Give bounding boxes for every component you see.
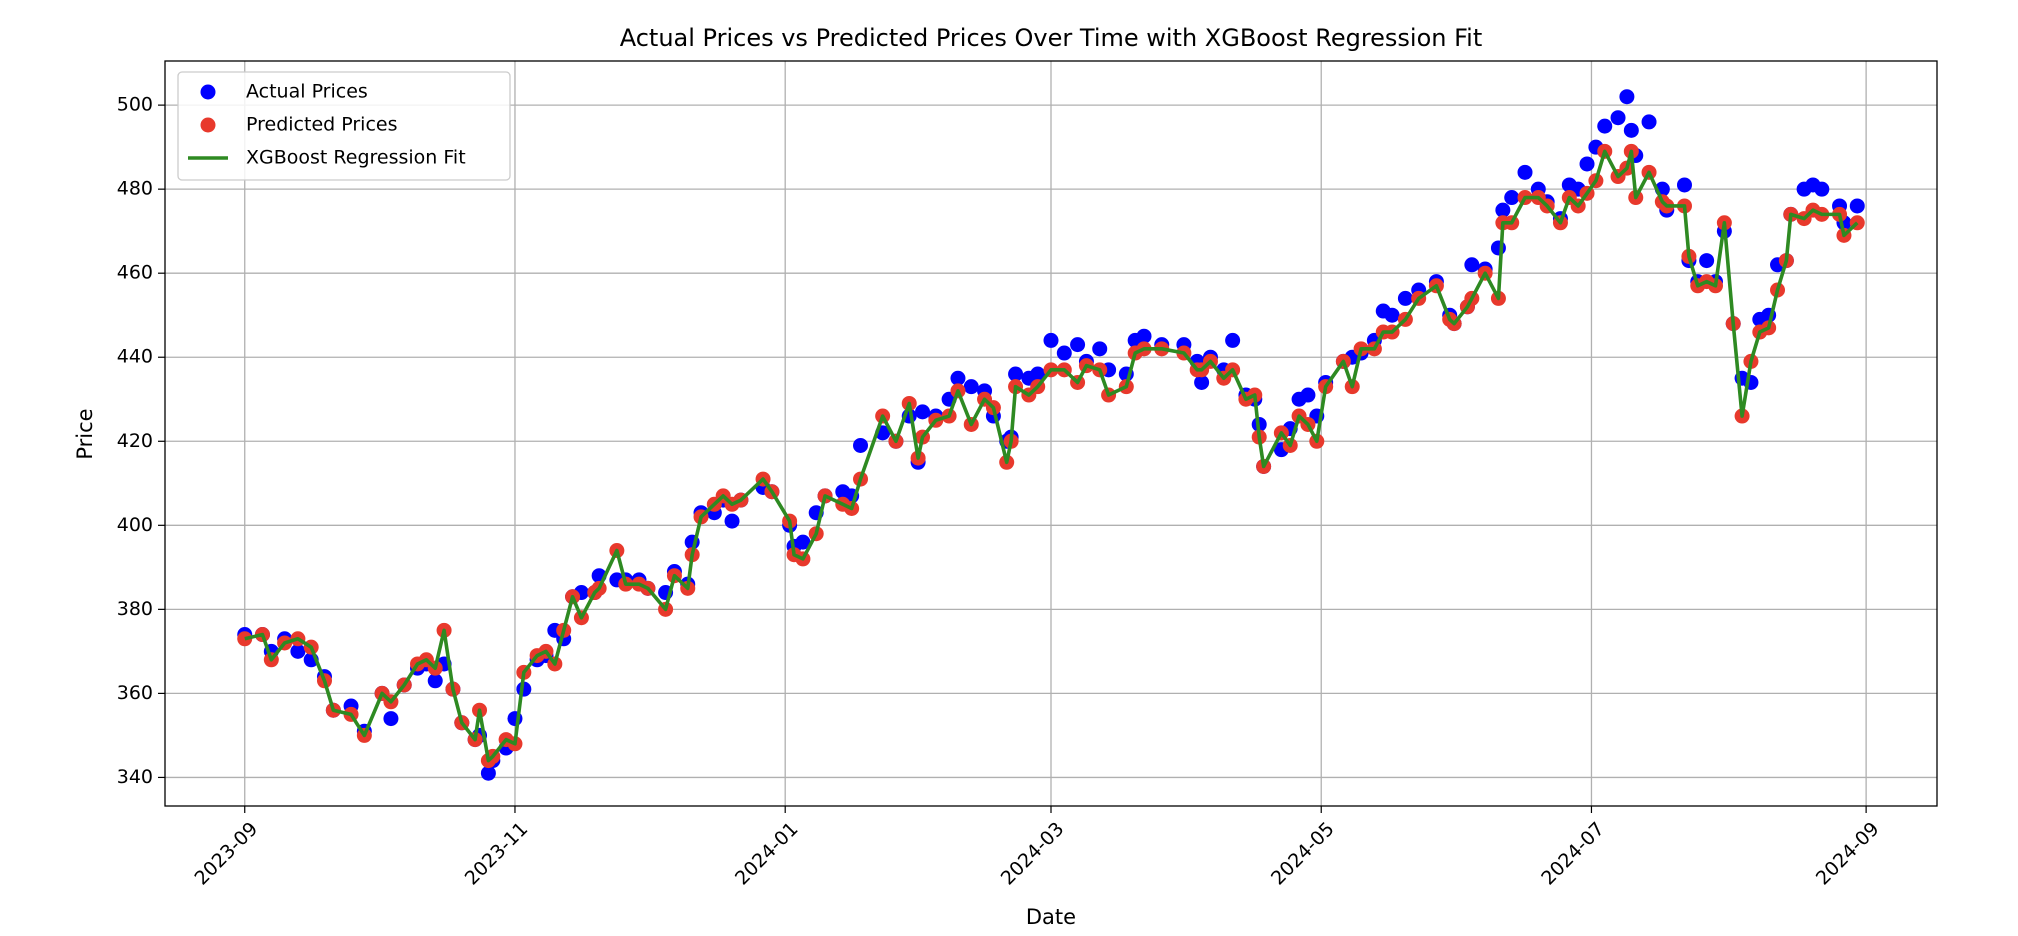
legend-box: [177, 71, 511, 181]
y-tick-label: 500: [117, 94, 153, 116]
y-tick-label: 340: [117, 766, 153, 788]
data-point: [1070, 337, 1086, 353]
data-point: [1849, 198, 1865, 214]
data-point: [950, 370, 966, 386]
data-point: [915, 404, 931, 420]
y-tick-label: 400: [117, 514, 153, 536]
data-point: [1579, 156, 1595, 172]
data-point: [1495, 202, 1511, 218]
fit-line: [244, 149, 1859, 763]
data-point: [1136, 328, 1152, 344]
data-point: [383, 711, 399, 727]
data-point: [1623, 122, 1639, 138]
data-point: [480, 765, 496, 781]
data-point: [1092, 341, 1108, 357]
legend-swatch: [200, 84, 216, 100]
legend-label: XGBoost Regression Fit: [246, 147, 466, 169]
data-point: [724, 513, 740, 529]
plot-frame: [164, 60, 1938, 807]
data-point: [1814, 181, 1830, 197]
data-point: [1300, 387, 1316, 403]
data-point: [427, 673, 443, 689]
legend-swatch: [200, 117, 216, 133]
data-point: [290, 643, 306, 659]
data-point: [1597, 118, 1613, 134]
y-tick-label: 460: [117, 262, 153, 284]
data-point: [963, 379, 979, 395]
data-point: [1225, 332, 1241, 348]
data-point: [1610, 110, 1626, 126]
data-point: [1056, 345, 1072, 361]
data-point: [1517, 164, 1533, 180]
data-point: [795, 534, 811, 550]
y-tick-label: 480: [117, 178, 153, 200]
data-point: [853, 437, 869, 453]
data-point: [1464, 257, 1480, 273]
data-point: [1030, 366, 1046, 382]
y-axis-label: Price: [73, 408, 97, 459]
data-point: [1490, 240, 1506, 256]
data-point: [1504, 190, 1520, 206]
data-point: [1641, 114, 1657, 130]
data-point: [1676, 177, 1692, 193]
data-point: [1043, 332, 1059, 348]
y-tick-label: 360: [117, 682, 153, 704]
data-point: [1008, 366, 1024, 382]
legend: Actual Prices Predicted Prices XGBoost Reg…: [177, 71, 511, 181]
data-point: [1194, 374, 1210, 390]
y-tick-label: 380: [117, 598, 153, 620]
data-point: [1397, 290, 1413, 306]
chart-title: Actual Prices vs Predicted Prices Over T…: [620, 24, 1483, 52]
data-point: [237, 631, 253, 647]
y-tick-label: 420: [117, 430, 153, 452]
data-point: [1619, 89, 1635, 105]
y-tick-label: 440: [117, 346, 153, 368]
legend-label: Actual Prices: [246, 81, 368, 103]
legend-label: Predicted Prices: [246, 114, 397, 136]
data-point: [1384, 307, 1400, 323]
x-axis-label: Date: [1026, 905, 1076, 929]
data-point: [1699, 253, 1715, 269]
